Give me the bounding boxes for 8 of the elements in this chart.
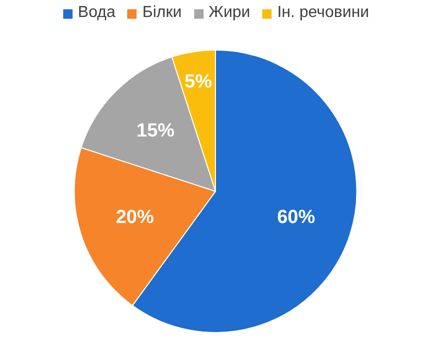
data-label: 5% (184, 72, 212, 93)
legend-label: Ін. речовини (277, 4, 370, 22)
legend-label: Жири (208, 4, 250, 22)
data-label: 20% (116, 207, 154, 228)
data-label: 15% (136, 120, 175, 142)
data-label: 60% (277, 207, 316, 228)
legend-label: Вода (78, 4, 116, 22)
legend-label: Білки (142, 4, 182, 22)
